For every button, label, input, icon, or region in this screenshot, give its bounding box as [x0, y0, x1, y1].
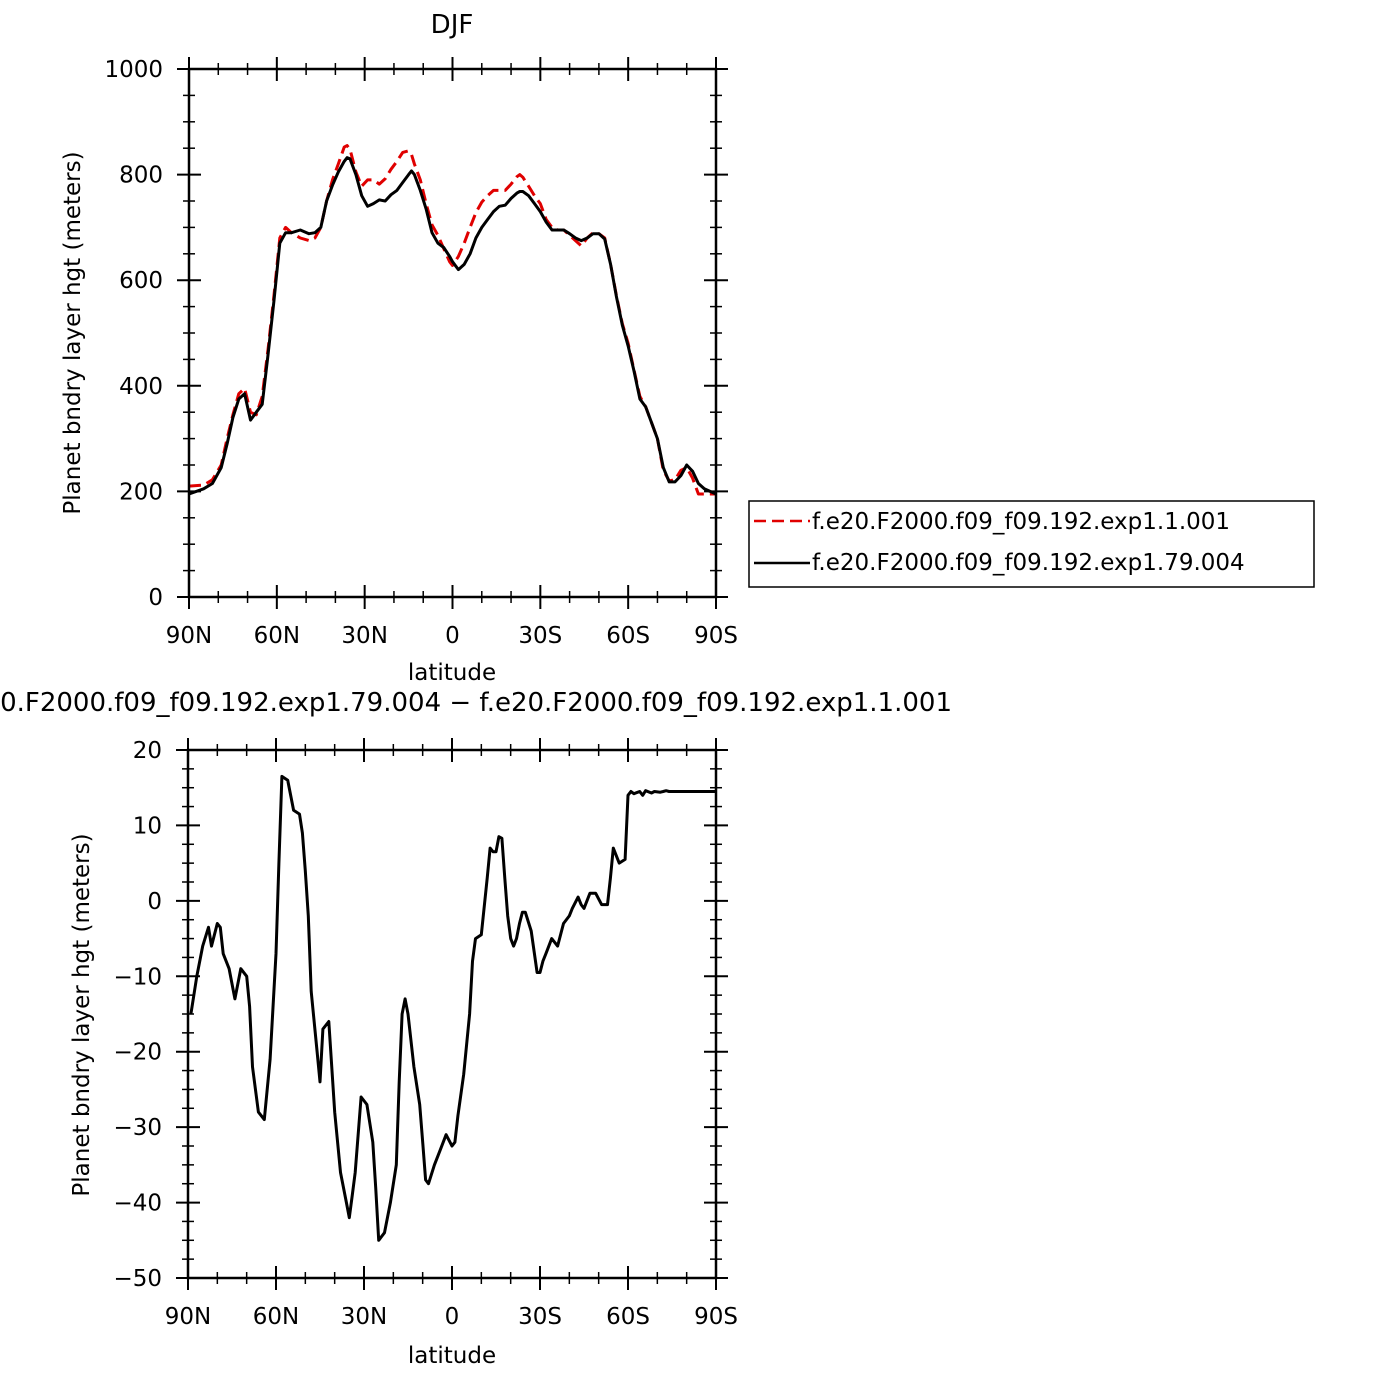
top-ytick-label: 0: [148, 585, 163, 611]
top-xtick-label: 60S: [606, 623, 650, 649]
bottom-xtick-label: 90N: [165, 1304, 211, 1330]
bottom-series-line-1: [189, 774, 716, 1242]
top-chart-lines: [188, 144, 717, 496]
bottom-ytick-label: −40: [113, 1191, 162, 1217]
bottom-xtick-label: 60N: [253, 1304, 299, 1330]
bottom-chart-panel: f.e20.F2000.f09_f09.192.exp1.79.004 − f.…: [0, 688, 952, 1369]
bottom-ytick-label: −50: [113, 1266, 162, 1292]
bottom-chart-frame: [186, 748, 718, 1280]
top-chart-ticks: [177, 57, 728, 609]
top-chart-tick-labels: 90N 60N 30N 0 30S 60S 90S 0 200 400 600 800 1000: [104, 57, 737, 649]
bottom-chart-tick-labels: 90N 60N 30N 0 30S 60S 90S −50 −40 −30 −20 −10 0 10 20: [113, 738, 737, 1330]
bottom-xtick-label: 90S: [694, 1304, 738, 1330]
top-chart-xlabel: latitude: [408, 660, 496, 686]
bottom-ytick-label: −30: [113, 1115, 162, 1141]
top-ytick-label: 200: [119, 479, 163, 505]
bottom-chart-lines: [189, 774, 716, 1242]
top-ytick-label: 1000: [104, 57, 163, 83]
top-chart-ylabel: Planet bndry layer hgt (meters): [60, 151, 86, 514]
top-xtick-label: 30S: [518, 623, 562, 649]
bottom-ytick-label: −20: [113, 1040, 162, 1066]
top-xtick-label: 60N: [254, 623, 300, 649]
bottom-xtick-label: 60S: [606, 1304, 650, 1330]
top-series-line-1: [188, 144, 716, 496]
top-xtick-label: 0: [445, 623, 460, 649]
bottom-xtick-label: 30S: [518, 1304, 562, 1330]
top-chart-panel: DJF 90N 60N 30N 0 30S 60S 90S 0 200 400 600 800 1000…: [60, 10, 738, 686]
top-series-line-2: [188, 156, 717, 496]
bottom-ytick-label: 10: [133, 813, 162, 839]
chart-legend: f.e20.F2000.f09_f09.192.exp1.1.001 f.e20…: [748, 500, 1315, 588]
top-ytick-label: 400: [119, 374, 163, 400]
bottom-chart-ylabel: Planet bndry layer hgt (meters): [69, 833, 95, 1196]
top-ytick-label: 800: [119, 163, 163, 189]
top-xtick-label: 90N: [166, 623, 212, 649]
bottom-chart-ticks: [176, 738, 728, 1290]
legend-frame: [748, 500, 1315, 588]
top-ytick-label: 600: [119, 268, 163, 294]
top-xtick-label: 30N: [341, 623, 387, 649]
top-chart-frame: [187, 67, 718, 599]
bottom-xtick-label: 30N: [341, 1304, 387, 1330]
bottom-ytick-label: 0: [147, 889, 162, 915]
bottom-chart-title: f.e20.F2000.f09_f09.192.exp1.79.004 − f.…: [0, 688, 952, 718]
legend-label-series-1: f.e20.F2000.f09_f09.192.exp1.1.001: [812, 509, 1230, 535]
bottom-ytick-label: −10: [113, 964, 162, 990]
bottom-xtick-label: 0: [445, 1304, 460, 1330]
legend-label-series-2: f.e20.F2000.f09_f09.192.exp1.79.004: [812, 550, 1245, 576]
bottom-ytick-label: 20: [133, 738, 162, 764]
bottom-chart-xlabel: latitude: [408, 1343, 496, 1369]
top-xtick-label: 90S: [694, 623, 738, 649]
top-chart-title: DJF: [431, 10, 474, 40]
